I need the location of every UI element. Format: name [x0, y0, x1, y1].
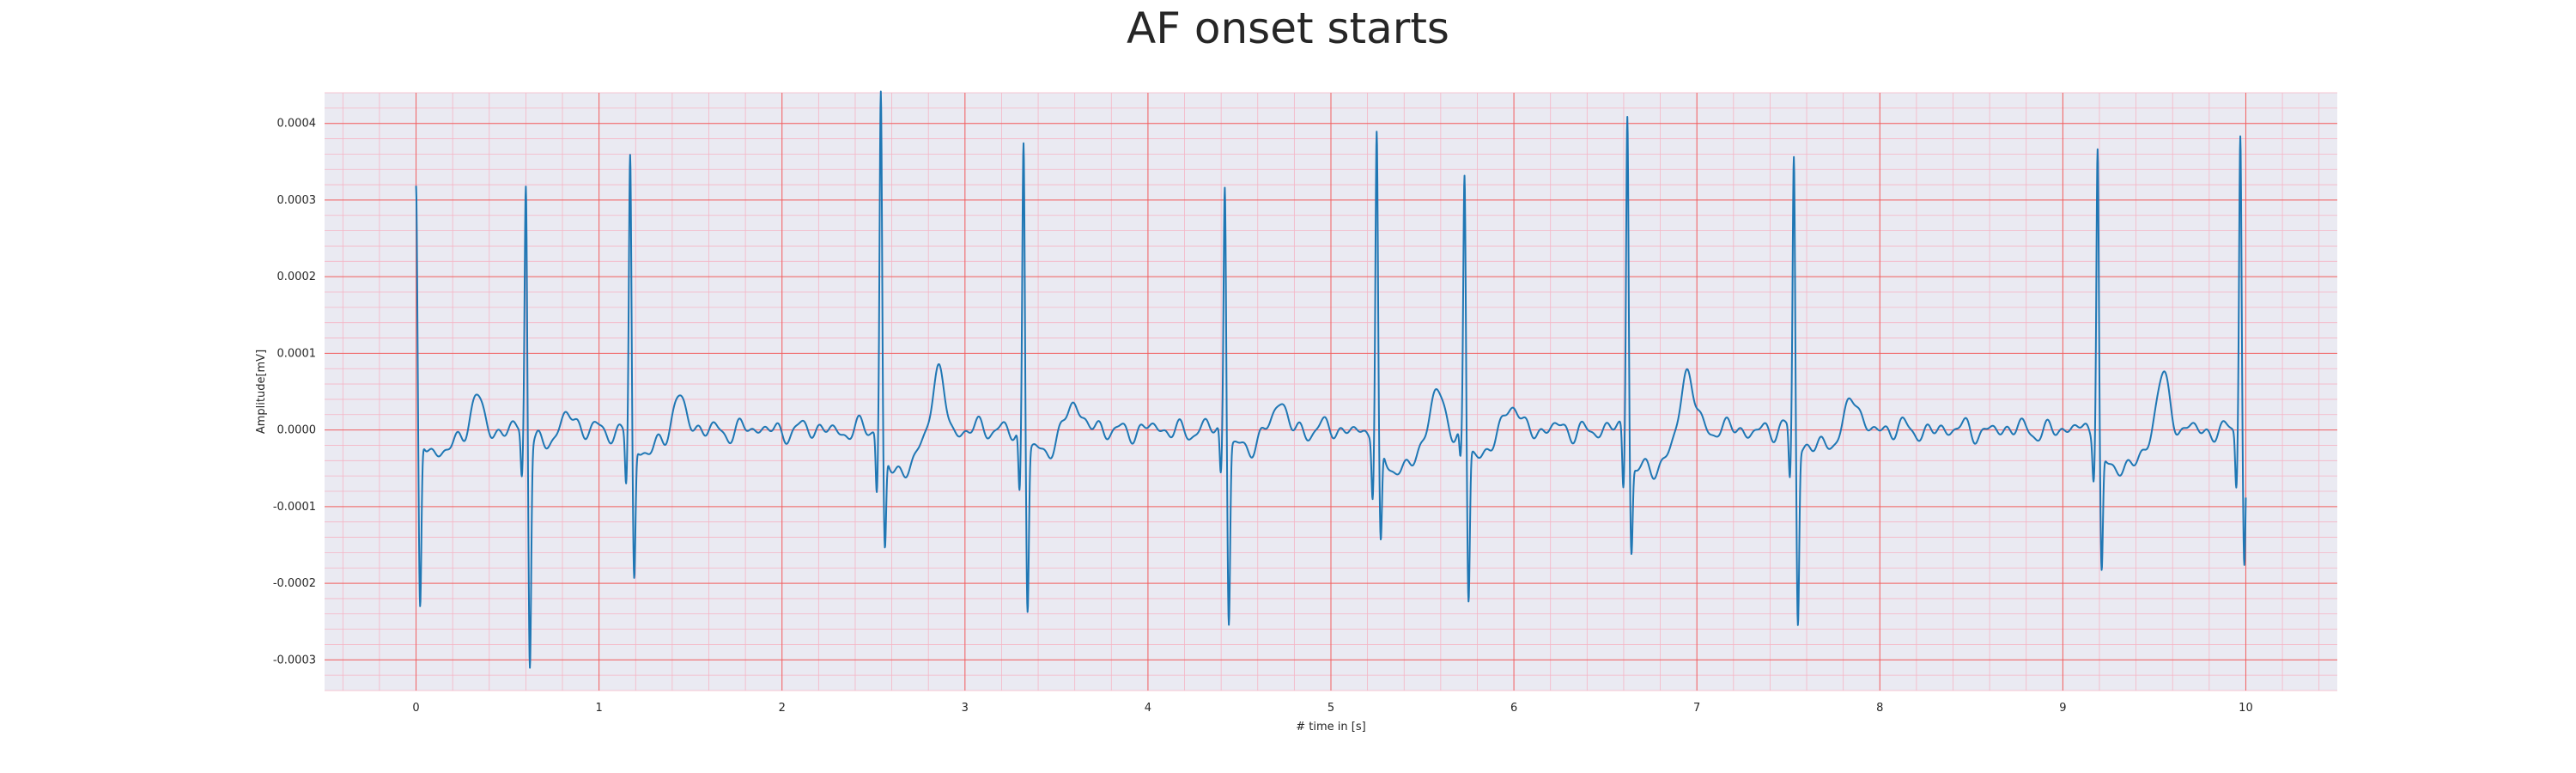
x-tick-label: 3	[962, 702, 969, 715]
series-line-ecg	[415, 90, 2247, 669]
x-tick-label: 8	[1876, 702, 1883, 715]
y-tick-label: 0.0000	[277, 424, 317, 437]
major-grid	[325, 93, 2337, 691]
x-tick-label: 4	[1145, 702, 1151, 715]
x-tick-label: 2	[779, 702, 786, 715]
y-tick-label: 0.0002	[277, 271, 317, 283]
y-tick-label: -0.0003	[273, 654, 316, 666]
x-tick-label: 5	[1327, 702, 1334, 715]
x-tick-labels: 0 1 2 3 4 5 6 7 8 9 10	[412, 702, 2252, 715]
x-tick-label: 10	[2239, 702, 2253, 715]
y-tick-label: 0.0003	[277, 194, 317, 207]
chart-title: AF onset starts	[1127, 3, 1449, 53]
y-tick-labels: -0.0003 -0.0002 -0.0001 0.0000 0.0001 0.0002 0…	[273, 118, 316, 667]
y-tick-label: -0.0002	[273, 577, 316, 590]
y-axis-label: Amplitude[mV]	[255, 350, 268, 434]
y-tick-label: 0.0004	[277, 118, 317, 131]
y-tick-label: 0.0001	[277, 347, 317, 360]
x-tick-label: 6	[1510, 702, 1517, 715]
x-axis-label: # time in [s]	[1296, 721, 1365, 733]
x-tick-label: 9	[2059, 702, 2066, 715]
x-tick-label: 0	[412, 702, 419, 715]
x-tick-label: 1	[595, 702, 602, 715]
x-tick-label: 7	[1693, 702, 1700, 715]
y-tick-label: -0.0001	[273, 501, 316, 514]
series-group	[415, 90, 2247, 669]
